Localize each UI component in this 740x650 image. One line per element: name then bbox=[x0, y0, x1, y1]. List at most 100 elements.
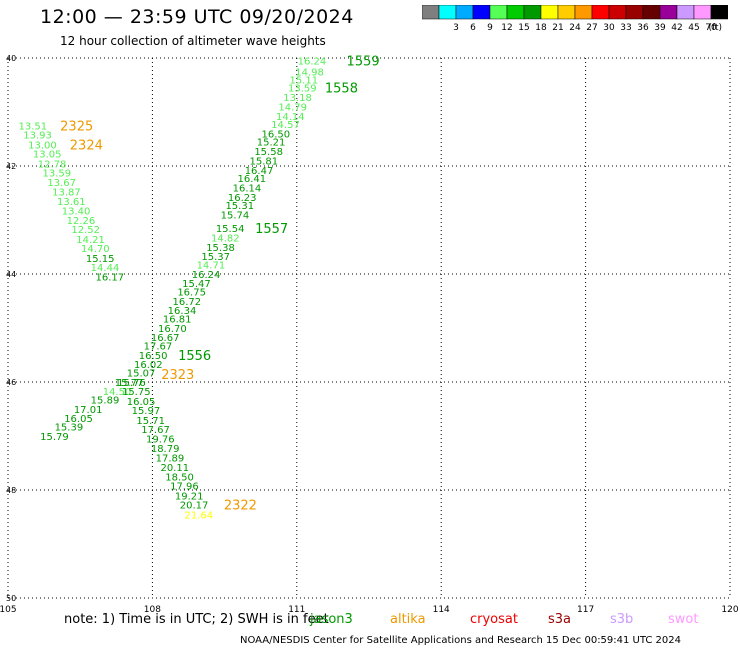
wave-height-value: 15.37 bbox=[201, 252, 230, 263]
wave-height-value: 14.71 bbox=[197, 260, 226, 271]
satellite-legend-cryosat: cryosat bbox=[470, 612, 518, 627]
wave-height-value: 18.50 bbox=[165, 473, 194, 484]
pass-number-label: 1557 bbox=[255, 222, 288, 237]
latitude-label: 44 bbox=[6, 270, 16, 279]
longitude-label: 120 bbox=[721, 605, 738, 615]
wave-height-value: 13.40 bbox=[62, 206, 91, 217]
legend-tick-label: 21 bbox=[552, 23, 563, 33]
wave-height-value: 15.81 bbox=[250, 157, 279, 168]
pass-number-label: 1558 bbox=[325, 82, 358, 97]
longitude-label: 117 bbox=[577, 605, 594, 615]
wave-height-value: 16.23 bbox=[228, 193, 257, 204]
wave-height-value: 16.24 bbox=[298, 57, 327, 68]
wave-height-value: 16.67 bbox=[151, 333, 180, 344]
legend-swatch bbox=[710, 5, 728, 20]
longitude-label: 111 bbox=[288, 605, 305, 615]
wave-height-value: 13.05 bbox=[33, 150, 62, 161]
pass-2322: 21.64 2322 bbox=[185, 499, 257, 522]
wave-height-value: 16.50 bbox=[262, 130, 291, 141]
latitude-label: 42 bbox=[6, 162, 16, 171]
latitude-label: 40 bbox=[6, 54, 16, 63]
latitude-label: 48 bbox=[6, 486, 16, 495]
legend-tick-label: 36 bbox=[637, 23, 649, 33]
wave-height-value: 16.05 bbox=[64, 414, 93, 425]
wave-height-value: 15.21 bbox=[257, 138, 286, 149]
latitude-label: 50 bbox=[6, 594, 16, 603]
legend-tick-label: 12 bbox=[501, 23, 512, 33]
pass-2323: 15.7615.7516.0515.9715.7117.6719.7618.79… bbox=[117, 368, 208, 512]
pass-1556: 16.5016.0215.0715.7714.5015.8917.0116.05… bbox=[40, 349, 211, 443]
pass-number-label: 1556 bbox=[178, 349, 211, 364]
satellite-legend-jason3: jason3 bbox=[310, 612, 353, 627]
wave-height-value: 16.17 bbox=[95, 273, 124, 284]
map-title: 12:00 — 23:59 UTC 09/20/2024 bbox=[40, 6, 354, 28]
longitude-label: 105 bbox=[0, 605, 17, 615]
legend-tick-label: 3 bbox=[453, 23, 459, 33]
legend-tick-label: 70 bbox=[705, 23, 717, 33]
wave-height-value: 16.05 bbox=[127, 397, 156, 408]
legend-tick-label: 45 bbox=[688, 23, 699, 33]
wave-height-value: 14.79 bbox=[278, 103, 307, 114]
color-scale-legend: 3 6 9 12 15 18 21 24 27 30 33 36 39 42 45 70(ft) bbox=[422, 5, 728, 33]
wave-height-value: 15.07 bbox=[127, 368, 156, 379]
wave-height-value: 14.57 bbox=[271, 120, 300, 131]
wave-height-value: 14.82 bbox=[211, 233, 240, 244]
satellite-legend-swot: swot bbox=[668, 612, 699, 627]
pass-number-label: 2324 bbox=[70, 138, 103, 153]
legend-tick-label: 24 bbox=[569, 23, 581, 33]
units-note: note: 1) Time is in UTC; 2) SWH is in fe… bbox=[64, 612, 329, 627]
wave-height-value: 19.21 bbox=[175, 491, 204, 502]
wave-height-value: 14.44 bbox=[91, 263, 120, 274]
wave-height-value: 15.47 bbox=[182, 279, 211, 290]
wave-height-value: 15.15 bbox=[86, 254, 115, 265]
legend-tick-label: 9 bbox=[487, 23, 493, 33]
latitude-label: 46 bbox=[6, 378, 16, 387]
wave-height-value: 15.58 bbox=[254, 147, 283, 158]
wave-height-value: 12.78 bbox=[38, 159, 67, 170]
wave-height-value: 16.70 bbox=[158, 324, 187, 335]
longitude-label: 114 bbox=[433, 605, 450, 615]
wave-height-value: 15.75 bbox=[122, 387, 151, 398]
legend-unit-label: (ft) bbox=[708, 23, 722, 33]
wave-height-value: 13.61 bbox=[57, 197, 86, 208]
wave-height-value: 15.79 bbox=[40, 432, 69, 443]
wave-height-value: 16.47 bbox=[245, 166, 274, 177]
pass-1557: 15.5414.8215.3815.3714.7116.2415.4716.75… bbox=[144, 222, 289, 352]
wave-height-value: 13.00 bbox=[28, 140, 57, 151]
wave-height-value: 13.59 bbox=[43, 168, 72, 179]
wave-height-value: 13.67 bbox=[47, 178, 76, 189]
wave-height-value: 15.76 bbox=[117, 378, 146, 389]
wave-height-value: 16.75 bbox=[177, 287, 206, 298]
wave-height-value: 15.11 bbox=[289, 76, 318, 87]
wave-height-value: 15.54 bbox=[216, 224, 245, 235]
pass-number-label: 2322 bbox=[224, 499, 257, 514]
legend-tick-label: 18 bbox=[535, 23, 547, 33]
wave-height-value: 15.71 bbox=[136, 416, 165, 427]
map-subtitle: 12 hour collection of altimeter wave hei… bbox=[60, 34, 326, 48]
wave-height-value: 13.87 bbox=[52, 187, 81, 198]
wave-height-value: 13.18 bbox=[283, 93, 312, 104]
wave-height-value: 14.98 bbox=[295, 68, 324, 79]
wave-height-value: 16.34 bbox=[168, 306, 197, 317]
legend-tick-label: 6 bbox=[470, 23, 476, 33]
legend-tick-label: 42 bbox=[671, 23, 682, 33]
pass-number-label: 2325 bbox=[60, 120, 93, 135]
wave-height-value: 21.64 bbox=[185, 510, 214, 521]
legend-tick-label: 15 bbox=[518, 23, 529, 33]
legend-tick-label: 30 bbox=[603, 23, 615, 33]
wave-height-value: 17.89 bbox=[156, 454, 185, 465]
wave-height-value: 17.96 bbox=[170, 482, 199, 493]
credit-line: NOAA/NESDIS Center for Satellite Applica… bbox=[240, 635, 682, 646]
wave-height-value: 16.14 bbox=[233, 184, 262, 195]
wave-height-value: 16.72 bbox=[173, 297, 202, 308]
pass-number-label: 1559 bbox=[347, 55, 380, 70]
wave-height-value: 19.76 bbox=[146, 435, 175, 446]
wave-height-value: 15.39 bbox=[55, 422, 84, 433]
wave-height-value: 15.77 bbox=[115, 378, 144, 389]
satellite-legend-s3b: s3b bbox=[610, 612, 634, 627]
wave-height-value: 15.97 bbox=[132, 406, 161, 417]
wave-height-value: 12.52 bbox=[71, 225, 100, 236]
